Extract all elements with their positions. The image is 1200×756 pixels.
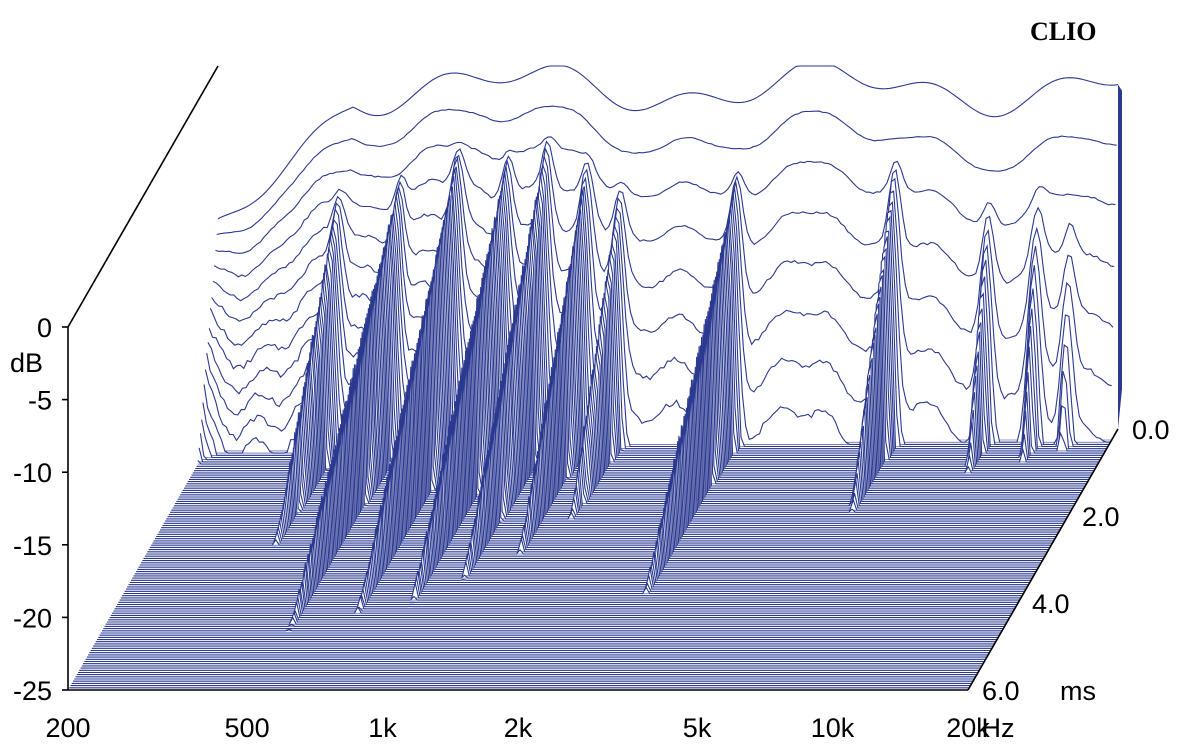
x-unit-label: Hz [982,713,1015,743]
y-unit-label: dB [10,348,43,378]
x-tick-label: 1k [368,713,397,743]
x-tick-label: 20k [946,713,990,743]
slice-line [211,155,1112,400]
end-wall [1118,84,1122,429]
slice-line [209,164,1111,443]
slice-line [215,136,1116,254]
z-tick-label: 6.0 [982,676,1020,706]
x-tick-label: 2k [504,713,533,743]
slice-line [216,105,1117,236]
z-tick-label: 0.0 [1132,415,1170,445]
z-tick-label: 2.0 [1082,502,1120,532]
z-unit-label: ms [1060,676,1096,706]
x-tick-label: 5k [683,713,712,743]
slice-line [213,140,1115,284]
y-tick-label: -10 [13,458,52,488]
x-tick-label: 500 [225,713,270,743]
y-tick-label: -5 [28,386,52,416]
y-tick-label: -25 [13,676,52,706]
y-tick-label: 0 [37,313,52,343]
axis-frame [67,65,1119,691]
y-tick-label: -20 [13,603,52,633]
top-left-edge [67,65,219,328]
x-tick-label: 200 [45,713,90,743]
slice-line [217,65,1119,220]
y-tick-label: -15 [13,531,52,561]
z-tick-label: 4.0 [1032,589,1070,619]
x-tick-label: 10k [811,713,855,743]
brand-label: CLIO [1030,17,1096,46]
z-axis-line [967,428,1119,691]
slice-line [212,146,1114,339]
slices-layer [68,65,1122,691]
